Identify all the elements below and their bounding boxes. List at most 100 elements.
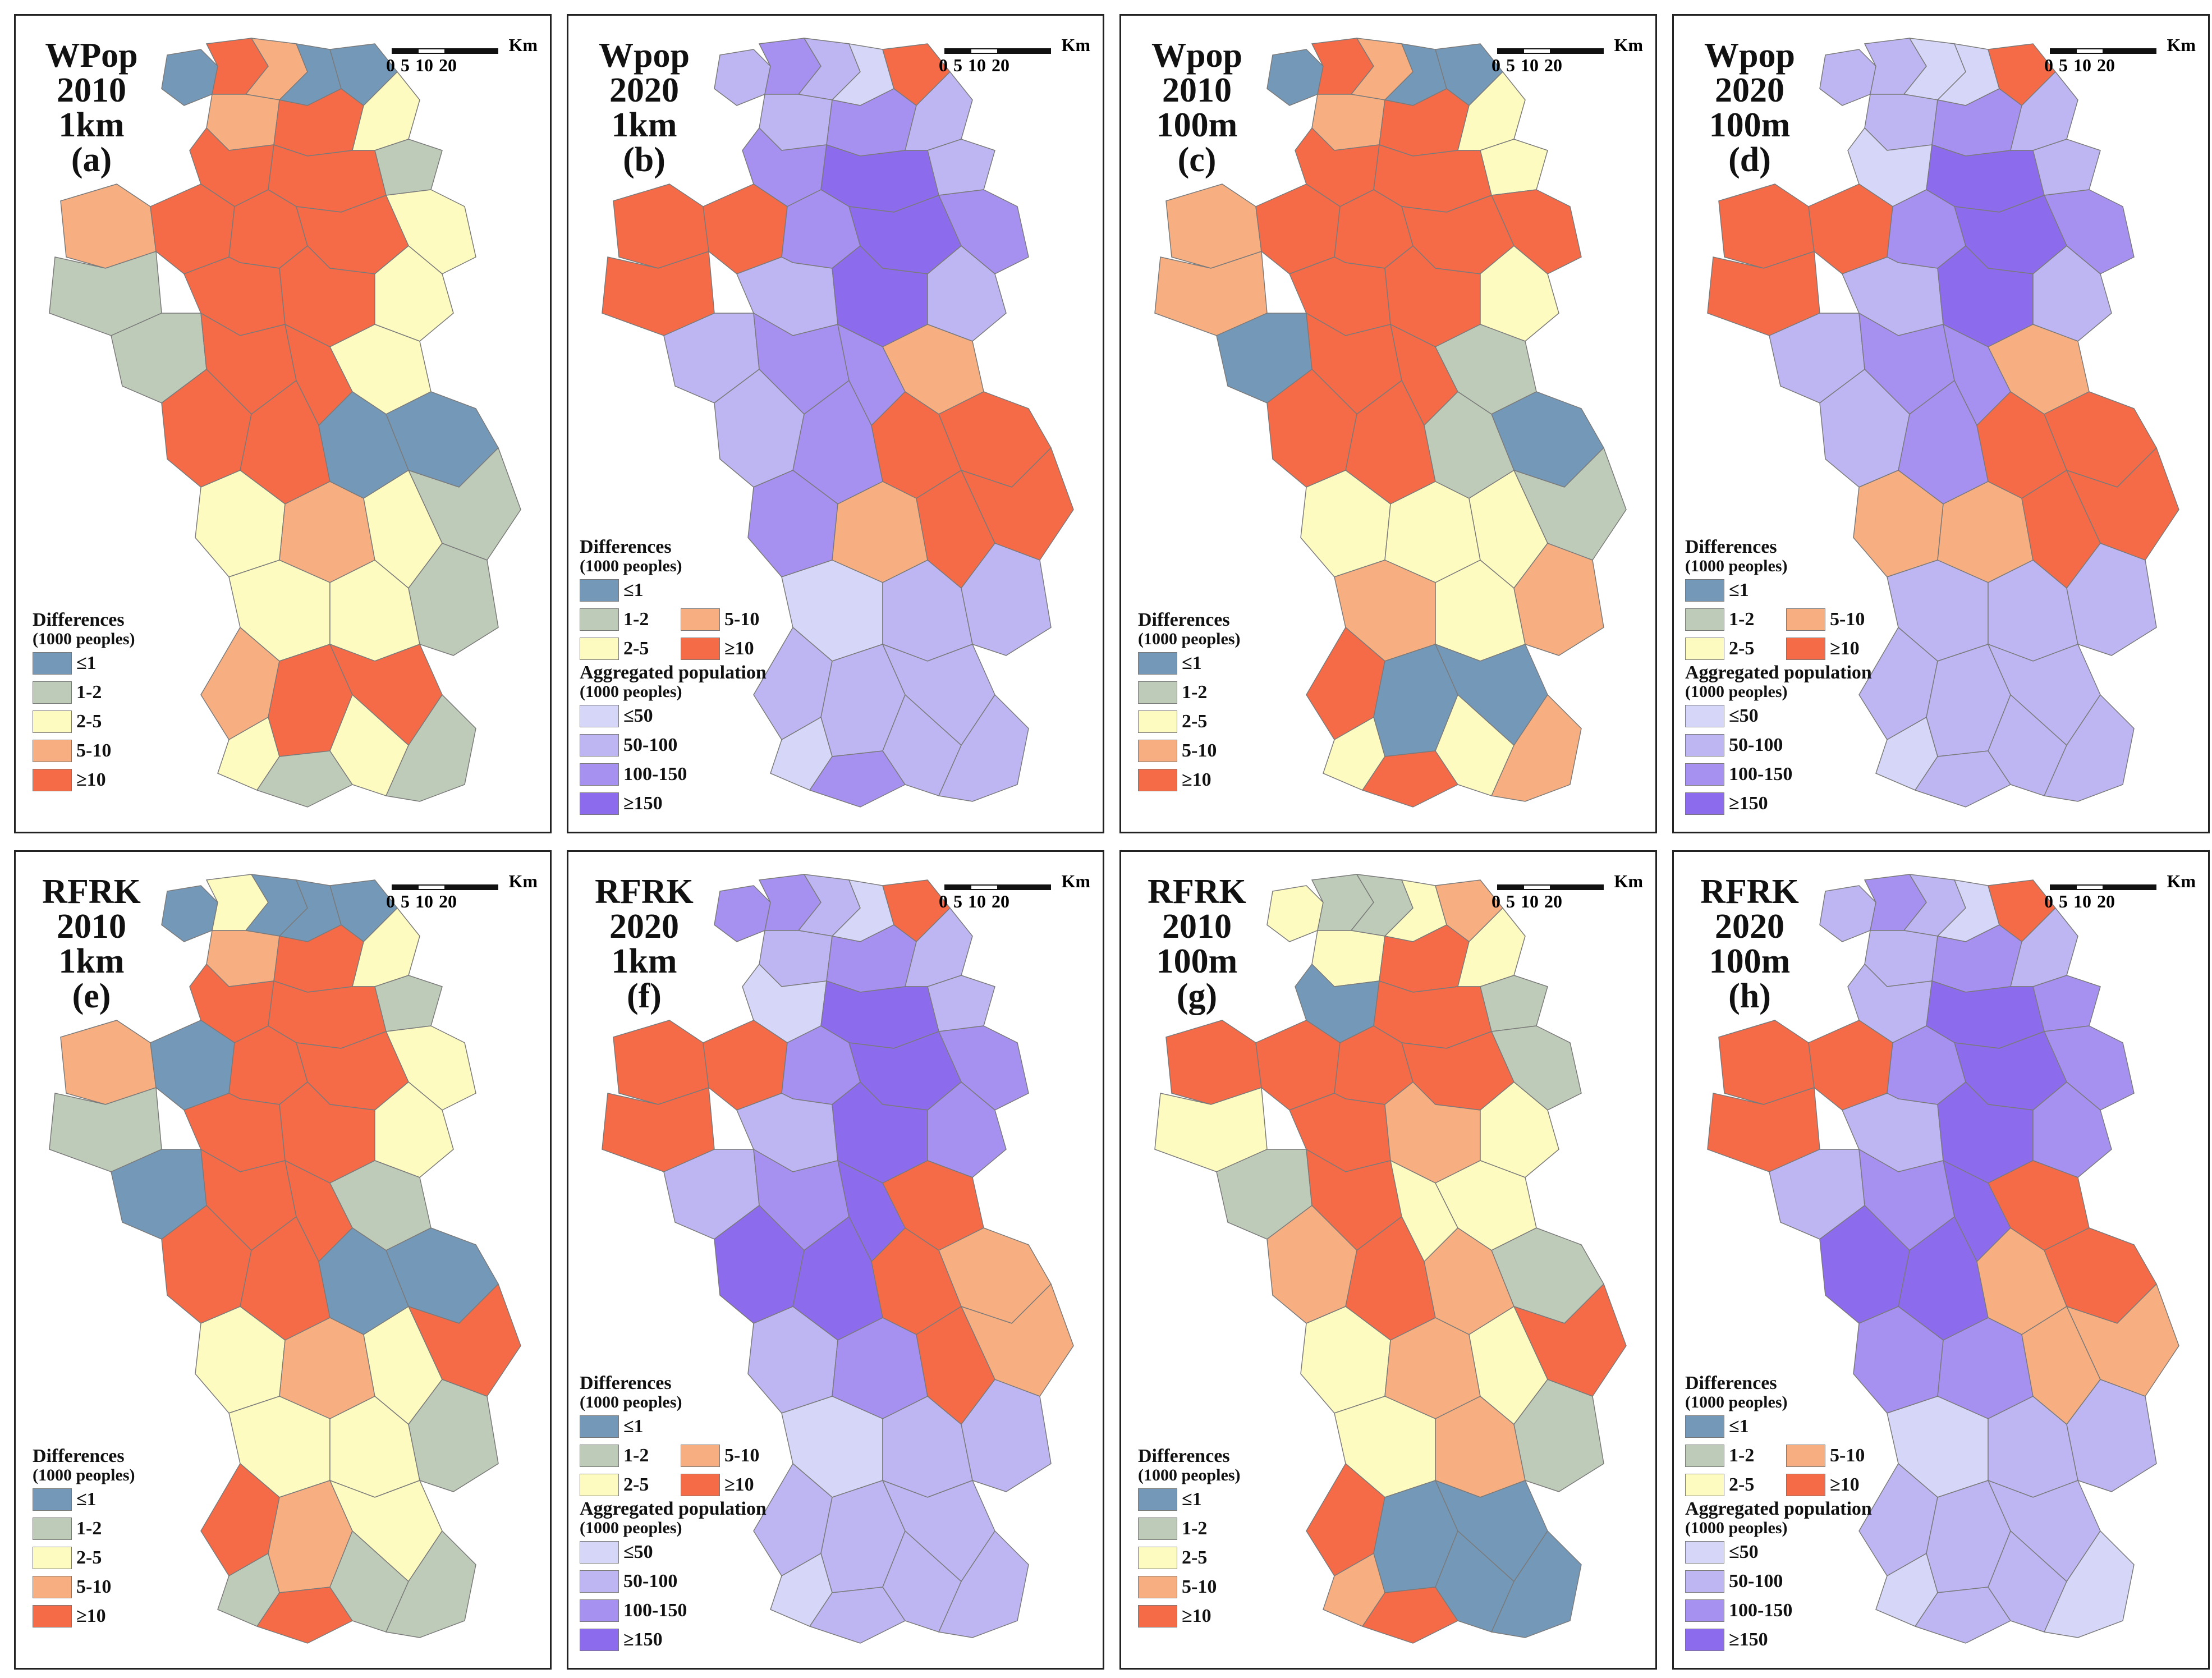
region-w1 [60, 184, 157, 269]
region-t8 [256, 1587, 354, 1644]
legend-item: 5-10 [681, 1441, 782, 1470]
legend-title: Differences [580, 537, 672, 557]
legend-item: ≥10 [33, 765, 135, 795]
legend-subtitle: (1000 peoples) [33, 1466, 135, 1484]
choropleth-map [1707, 874, 2179, 1644]
region-t8 [809, 1587, 906, 1644]
choropleth-map [1154, 38, 1627, 808]
scale-tick: 5 [401, 891, 410, 911]
legend: Differences (1000 peoples) ≤1 1-2 5-10 2-5 ≥10… [1685, 1374, 1887, 1654]
legend-label: ≤50 [1729, 705, 1759, 726]
legend-swatch [33, 681, 72, 704]
region-n1 [1266, 885, 1324, 942]
region-t9 [1988, 694, 2067, 796]
legend-item: 5-10 [33, 736, 135, 765]
region-t9 [329, 1530, 409, 1633]
scale-tick: 0 [939, 891, 948, 911]
scale-unit: Km [1061, 35, 1090, 55]
panel-title-line: (d) [1728, 141, 1771, 179]
region-t9 [329, 694, 409, 796]
legend-swatch [580, 1474, 619, 1496]
scale-tick: 10 [415, 55, 433, 75]
scale-tick: 0 [2044, 891, 2053, 911]
region-n9 [927, 139, 995, 196]
scale-bar-line [1497, 884, 1604, 890]
legend-subtitle: (1000 peoples) [1685, 1393, 1788, 1411]
legend-swatch [33, 1576, 72, 1598]
legend-item: ≤50 [1685, 1538, 1887, 1567]
legend-swatch [580, 792, 619, 815]
legend-label: 1-2 [623, 609, 649, 630]
legend-swatch [580, 608, 619, 631]
panel-title-line: (g) [1176, 977, 1218, 1015]
panel-title-line: 100m [1709, 942, 1791, 980]
legend-swatch [33, 1547, 72, 1569]
legend-swatch [1685, 1474, 1724, 1496]
scale-bar-line [392, 884, 498, 890]
legend-label: ≤1 [1182, 653, 1202, 673]
legend-item: ≤1 [580, 1412, 782, 1441]
legend-label: 2-5 [1182, 711, 1208, 732]
map-panel-c: Wpop 2010 100m (c) Km 0 5 10 20 Differences (1000 … [1119, 14, 1657, 833]
scale-tick: 0 [939, 55, 948, 75]
legend-swatch [580, 705, 619, 727]
legend-label: 50-100 [623, 735, 678, 755]
legend-label: 5-10 [1182, 1576, 1217, 1597]
region-t10 [938, 1530, 1029, 1638]
panel-title-line: (b) [623, 141, 666, 179]
region-n9 [2032, 139, 2101, 196]
legend-item: 2-5 [580, 634, 681, 663]
scale-tick: 10 [2073, 55, 2091, 75]
legend-label: 100-150 [1729, 764, 1793, 785]
scale-bar: Km 0 5 10 20 [939, 871, 1096, 919]
legend: Differences (1000 peoples) ≤1 1-2 5-10 2-5 ≥10… [580, 1374, 782, 1654]
legend-title: Differences [1138, 1446, 1230, 1466]
legend-swatch [681, 608, 720, 631]
panel-title-line: 1km [611, 942, 677, 980]
panel-title-line: 1km [611, 106, 677, 144]
legend-label: ≥10 [724, 638, 754, 659]
legend-label: 1-2 [1729, 609, 1755, 630]
legend-subtitle: (1000 peoples) [1138, 1466, 1241, 1484]
panel-title-line: 100m [1156, 942, 1238, 980]
region-n9 [1480, 139, 1548, 196]
scale-unit: Km [2167, 35, 2196, 55]
legend-item: ≤50 [1685, 702, 1887, 731]
legend-title: Aggregated population [580, 1498, 767, 1519]
legend-swatch [1138, 1605, 1177, 1627]
legend-title: Differences [580, 1373, 672, 1393]
panel-title-line: (e) [72, 977, 111, 1015]
scale-bar-line [392, 48, 498, 54]
legend-item: ≥10 [33, 1602, 135, 1631]
region-t8 [1361, 750, 1459, 808]
legend-swatch [1786, 1474, 1825, 1496]
scale-ticks: 0 5 10 20 [1492, 891, 1626, 912]
scale-tick: 0 [1492, 891, 1500, 911]
legend-label: ≥150 [1729, 793, 1768, 814]
legend-item: ≤1 [1685, 1412, 1887, 1441]
region-n1 [1266, 49, 1324, 106]
panel-title-line: RFRK [595, 873, 694, 911]
region-t9 [882, 1530, 962, 1633]
region-t10 [938, 694, 1029, 802]
legend-label: ≥150 [623, 1629, 663, 1650]
legend-swatch [1138, 681, 1177, 704]
scale-ticks: 0 5 10 20 [386, 891, 521, 912]
panel-title-line: Wpop [1151, 36, 1242, 75]
region-n1 [714, 885, 771, 942]
legend-swatch [1685, 763, 1724, 786]
scale-tick: 20 [992, 55, 1009, 75]
legend-label: 2-5 [623, 1474, 649, 1495]
legend-subtitle: (1000 peoples) [580, 682, 682, 701]
panel-title: RFRK 2010 1km (e) [27, 874, 156, 1014]
legend-item: 100-150 [1685, 1596, 1887, 1625]
legend-label: ≤1 [623, 1416, 644, 1437]
legend-item: 2-5 [1138, 1543, 1241, 1572]
legend-label: 50-100 [1729, 735, 1783, 755]
panel-title: RFRK 2020 1km (f) [580, 874, 709, 1014]
scale-tick: 10 [968, 891, 986, 911]
scale-tick: 5 [401, 55, 410, 75]
legend-swatch [580, 1415, 619, 1438]
panel-title-line: 2020 [1715, 907, 1784, 946]
legend-swatch [580, 638, 619, 660]
